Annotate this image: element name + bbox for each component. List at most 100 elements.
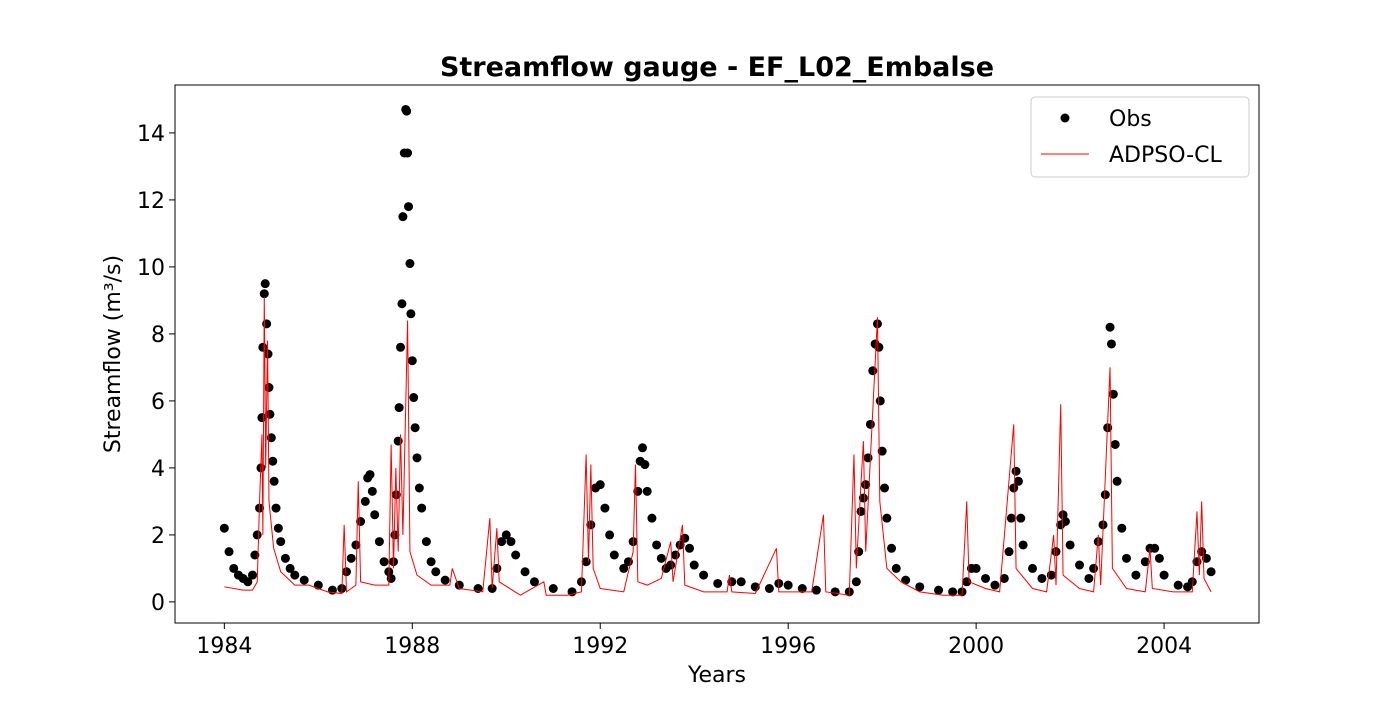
obs-point [567, 587, 577, 597]
obs-point [1206, 567, 1216, 577]
obs-point [1013, 476, 1023, 486]
obs-point [1065, 540, 1075, 550]
obs-point [280, 553, 290, 563]
obs-point [891, 563, 901, 573]
obs-point [1110, 439, 1120, 449]
obs-point [1051, 547, 1061, 557]
obs-point [1131, 570, 1141, 580]
obs-point [397, 299, 407, 309]
obs-point [229, 563, 239, 573]
obs-point [548, 583, 558, 593]
y-axis-label: Streamflow (m³/s) [101, 255, 126, 453]
obs-point [393, 436, 403, 446]
obs-point [262, 319, 272, 329]
obs-point [360, 496, 370, 506]
obs-point [880, 483, 890, 493]
obs-point [1060, 516, 1070, 526]
obs-point [619, 563, 629, 573]
obs-point [412, 453, 422, 463]
obs-point [1075, 560, 1085, 570]
chart-title: Streamflow gauge - EF_L02_Embalse [440, 52, 994, 83]
obs-point [273, 523, 283, 533]
obs-point [1016, 513, 1026, 523]
obs-point [290, 570, 300, 580]
obs-point [260, 279, 270, 289]
obs-point [670, 550, 680, 560]
obs-point [1009, 483, 1019, 493]
obs-point [858, 493, 868, 503]
obs-point [915, 582, 925, 592]
obs-point [367, 486, 377, 496]
obs-point [351, 540, 361, 550]
obs-point [640, 460, 650, 470]
obs-point [981, 573, 991, 583]
obs-point [865, 419, 875, 429]
obs-point [404, 202, 414, 212]
obs-point [1100, 490, 1110, 500]
legend-label: ADPSO-CL [1109, 143, 1222, 168]
obs-point [1028, 563, 1038, 573]
obs-point [257, 413, 267, 423]
obs-point [299, 575, 309, 585]
obs-point [830, 587, 840, 597]
obs-point [764, 583, 774, 593]
obs-point [1117, 523, 1127, 533]
obs-point [1106, 339, 1116, 349]
obs-point [266, 433, 276, 443]
obs-point [652, 540, 662, 550]
obs-point [268, 456, 278, 466]
obs-point [1004, 547, 1014, 557]
obs-point [1018, 540, 1028, 550]
obs-point [600, 503, 610, 513]
obs-point [675, 540, 685, 550]
obs-point [405, 259, 415, 269]
obs-point [440, 575, 450, 585]
y-tick-label: 12 [137, 189, 165, 214]
obs-point [1112, 476, 1122, 486]
obs-point [851, 577, 861, 587]
obs-point [609, 550, 619, 560]
obs-point [426, 557, 436, 567]
obs-point [1154, 553, 1164, 563]
obs-point [398, 212, 408, 222]
obs-point [1105, 322, 1115, 332]
obs-point [666, 560, 676, 570]
obs-point [1108, 389, 1118, 399]
obs-point [877, 446, 887, 456]
obs-point [421, 537, 431, 547]
obs-point [219, 523, 229, 533]
y-tick-label: 0 [151, 591, 165, 616]
obs-point [327, 585, 337, 595]
obs-point [431, 567, 441, 577]
obs-point [396, 342, 406, 352]
obs-point [264, 382, 274, 392]
obs-point [356, 516, 366, 526]
obs-point [1197, 547, 1207, 557]
obs-point [647, 513, 657, 523]
obs-point [250, 550, 260, 560]
obs-point [727, 577, 737, 587]
obs-point [414, 483, 424, 493]
x-tick-label: 1984 [196, 634, 252, 659]
obs-point [990, 580, 1000, 590]
obs-point [948, 587, 958, 597]
obs-point [497, 537, 507, 547]
obs-point [699, 570, 709, 580]
y-tick-label: 6 [151, 390, 165, 415]
obs-point [811, 585, 821, 595]
obs-point [1173, 580, 1183, 590]
x-tick-label: 1996 [760, 634, 816, 659]
obs-point [605, 530, 615, 540]
obs-point [1006, 513, 1016, 523]
obs-point [379, 557, 389, 567]
y-tick-label: 14 [137, 122, 165, 147]
obs-point [1037, 573, 1047, 583]
obs-point [882, 513, 892, 523]
obs-point [394, 403, 404, 413]
obs-point [417, 503, 427, 513]
obs-point [243, 577, 253, 587]
obs-point [259, 289, 269, 299]
obs-point [386, 573, 396, 583]
obs-point [374, 537, 384, 547]
